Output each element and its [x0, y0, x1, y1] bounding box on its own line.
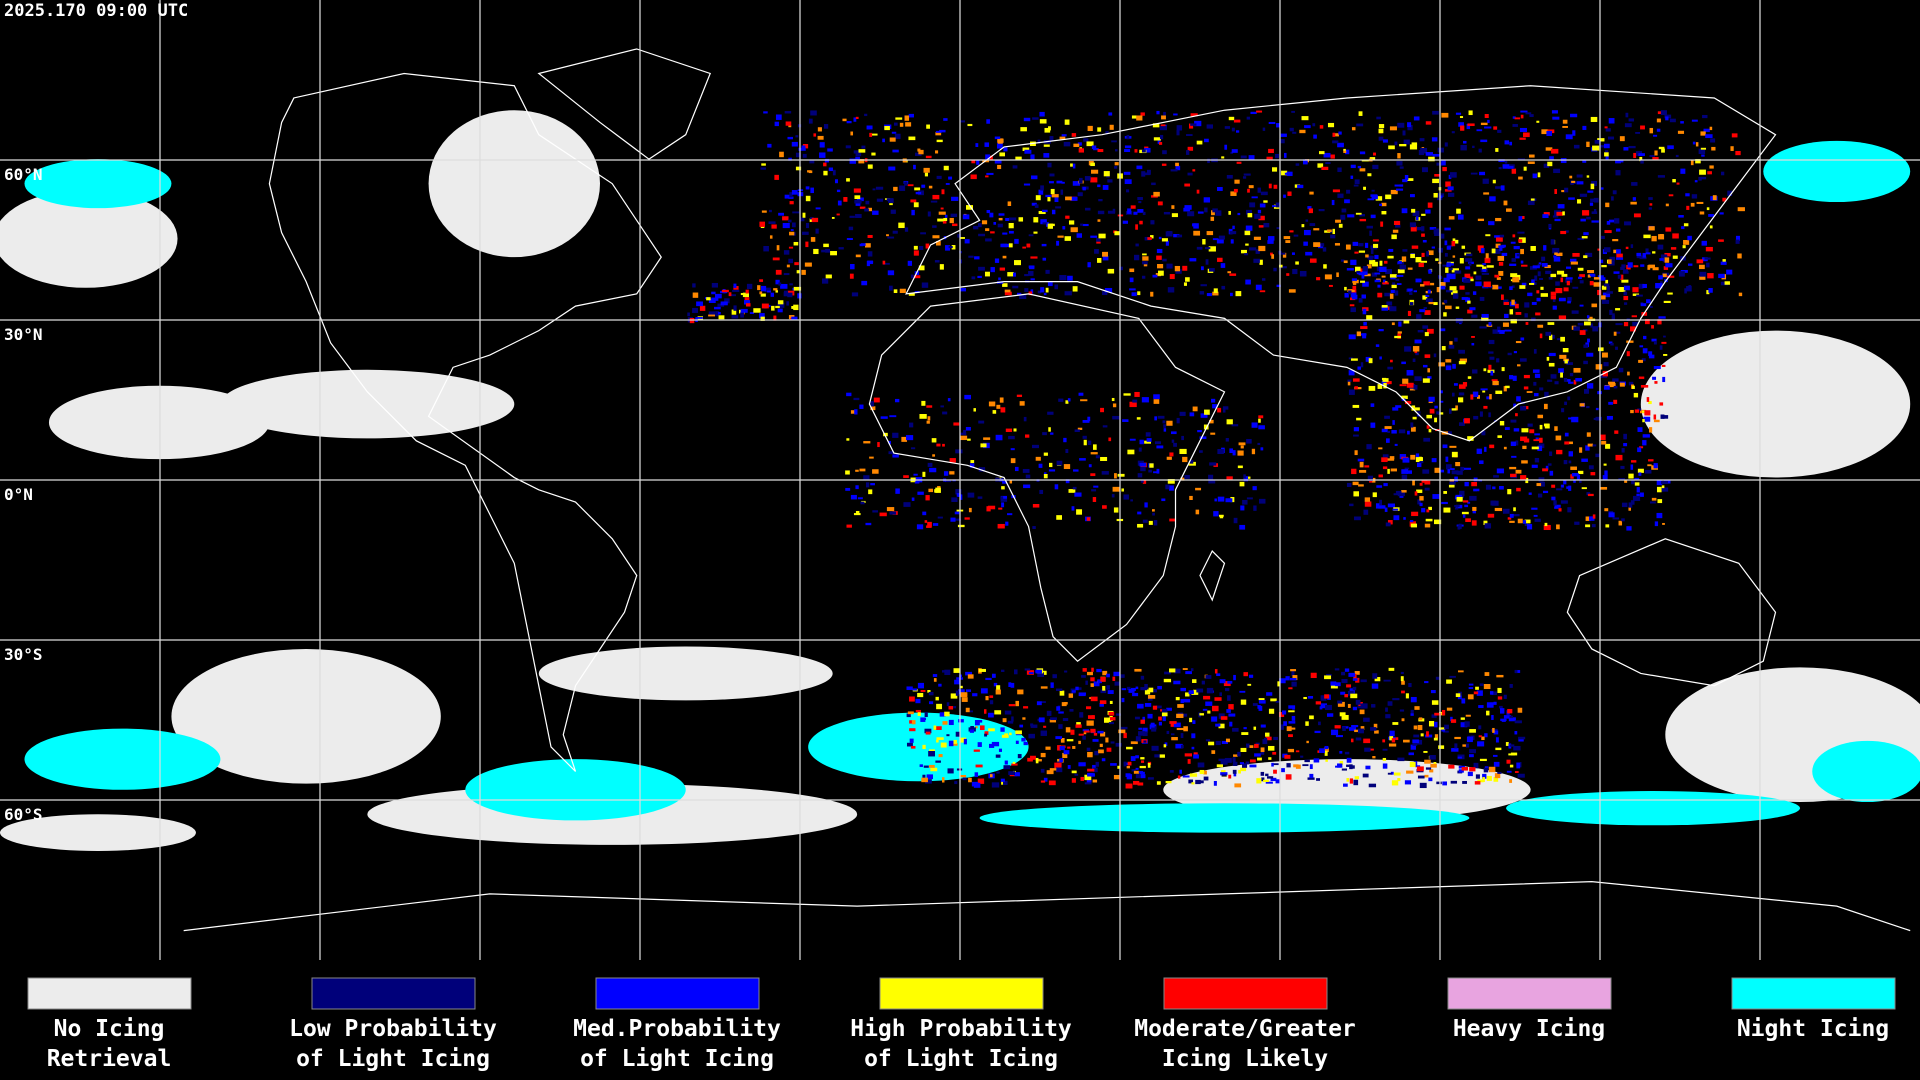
latitude-label: 30°N	[4, 325, 43, 344]
latitude-label: 60°N	[4, 165, 43, 184]
latitude-label: 60°S	[4, 805, 43, 824]
latitude-label: 30°S	[4, 645, 43, 664]
legend-swatch	[311, 977, 476, 1010]
legend: No Icing Retrieval Low Probability of Light…	[27, 977, 1896, 1072]
legend-swatch	[27, 977, 192, 1010]
legend-label: Heavy Icing	[1453, 1016, 1605, 1042]
latitude-label: 0°N	[4, 485, 33, 504]
legend-label: of Light Icing	[864, 1046, 1058, 1072]
legend-swatch	[595, 977, 760, 1010]
timestamp: 2025.170 09:00 UTC	[4, 1, 188, 21]
legend-label: of Light Icing	[296, 1046, 490, 1072]
legend-swatch	[1731, 977, 1896, 1010]
legend-label: Retrieval	[47, 1046, 172, 1072]
legend-label: Icing Likely	[1162, 1046, 1328, 1072]
legend-label: Night Icing	[1737, 1016, 1889, 1042]
legend-swatch	[879, 977, 1044, 1010]
legend-label: Med.Probability	[573, 1016, 781, 1042]
legend-label: High Probability	[850, 1016, 1072, 1042]
map	[0, 0, 1920, 961]
legend-label: Moderate/Greater	[1134, 1016, 1356, 1042]
legend-swatch	[1163, 977, 1328, 1010]
legend-swatch	[1447, 977, 1612, 1010]
cloud-cover	[0, 110, 1920, 852]
latitude-labels: 60°N 30°N 0°N 30°S 60°S	[4, 165, 43, 824]
legend-label: Low Probability	[289, 1016, 497, 1042]
coastlines	[183, 48, 1911, 932]
legend-label: No Icing	[54, 1016, 165, 1042]
icing-speckle	[687, 110, 1745, 789]
graticule	[0, 0, 1920, 961]
legend-label: of Light Icing	[580, 1046, 774, 1072]
